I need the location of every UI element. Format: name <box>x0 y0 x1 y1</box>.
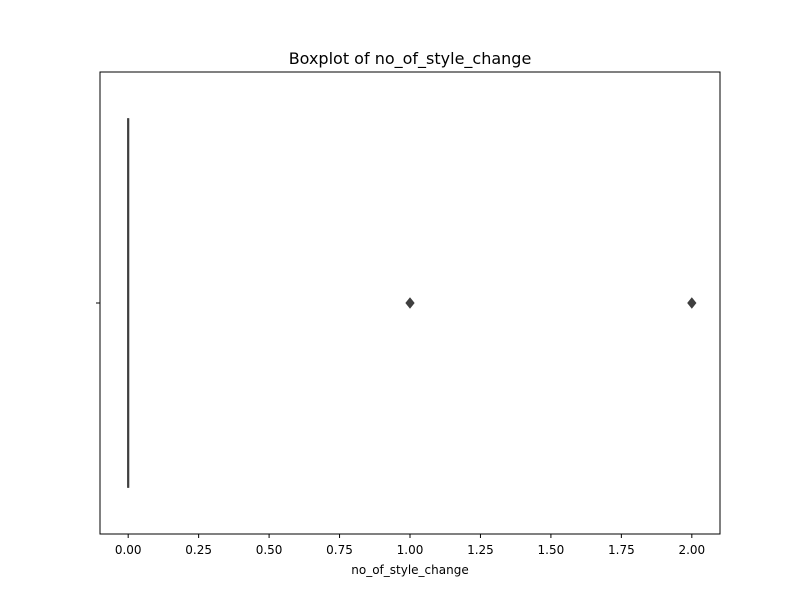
x-tick-label: 1.50 <box>538 543 565 557</box>
x-tick-label: 1.25 <box>467 543 494 557</box>
x-tick-label: 1.00 <box>397 543 424 557</box>
outlier-point <box>687 297 697 309</box>
x-tick-label: 2.00 <box>678 543 705 557</box>
x-axis-label: no_of_style_change <box>351 563 468 577</box>
x-tick-label: 0.75 <box>326 543 353 557</box>
x-tick-label: 0.50 <box>256 543 283 557</box>
x-tick-label: 0.25 <box>185 543 212 557</box>
x-tick-label: 0.00 <box>115 543 142 557</box>
x-tick-label: 1.75 <box>608 543 635 557</box>
plot-marks <box>127 118 697 488</box>
chart-title: Boxplot of no_of_style_change <box>289 49 532 69</box>
x-axis-ticks: 0.00 0.25 0.50 0.75 1.00 1.25 1.50 1.75 2.00 <box>115 534 705 557</box>
outlier-point <box>405 297 415 309</box>
